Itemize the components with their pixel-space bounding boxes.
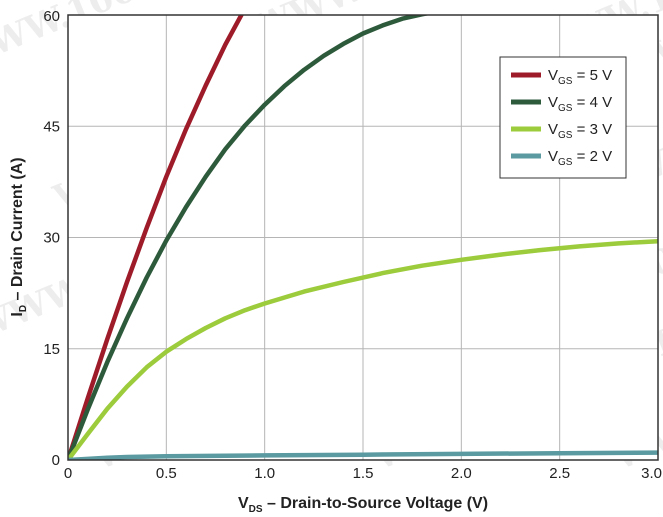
y-tick-labels: 0 15 30 45 60	[43, 8, 60, 469]
series-line	[68, 450, 658, 460]
x-tick-label: 2.5	[549, 465, 570, 482]
y-tick-label: 0	[52, 452, 60, 469]
legend: VGS = 5 V VGS = 4 V VGS = 3 V VGS = 2 V	[499, 56, 627, 179]
legend-label: VGS = 5 V	[548, 67, 612, 87]
y-tick-label: 60	[43, 8, 60, 25]
x-tick-label: 0	[64, 465, 72, 482]
legend-label: VGS = 4 V	[548, 94, 612, 114]
x-tick-label: 0.5	[156, 465, 177, 482]
x-tick-label: 3.0	[641, 465, 662, 482]
x-tick-labels: 0 0.5 1.0 1.5 2.0 2.5 3.0	[64, 465, 662, 482]
y-tick-label: 30	[43, 230, 60, 247]
x-axis-title: VDS – Drain-to-Source Voltage (V)	[238, 495, 488, 515]
series-line	[68, 238, 658, 460]
plot-frame	[67, 14, 659, 461]
series-group	[68, 15, 658, 460]
y-axis-title: ID – Drain Current (A)	[9, 157, 29, 316]
series-line	[68, 15, 244, 460]
x-tick-label: 1.0	[254, 465, 275, 482]
legend-label: VGS = 2 V	[548, 148, 612, 168]
series-line	[68, 15, 431, 460]
y-tick-label: 45	[43, 118, 60, 135]
x-tick-label: 2.0	[451, 465, 472, 482]
legend-label: VGS = 3 V	[548, 121, 612, 141]
x-tick-label: 1.5	[353, 465, 374, 482]
y-tick-label: 15	[43, 341, 60, 358]
